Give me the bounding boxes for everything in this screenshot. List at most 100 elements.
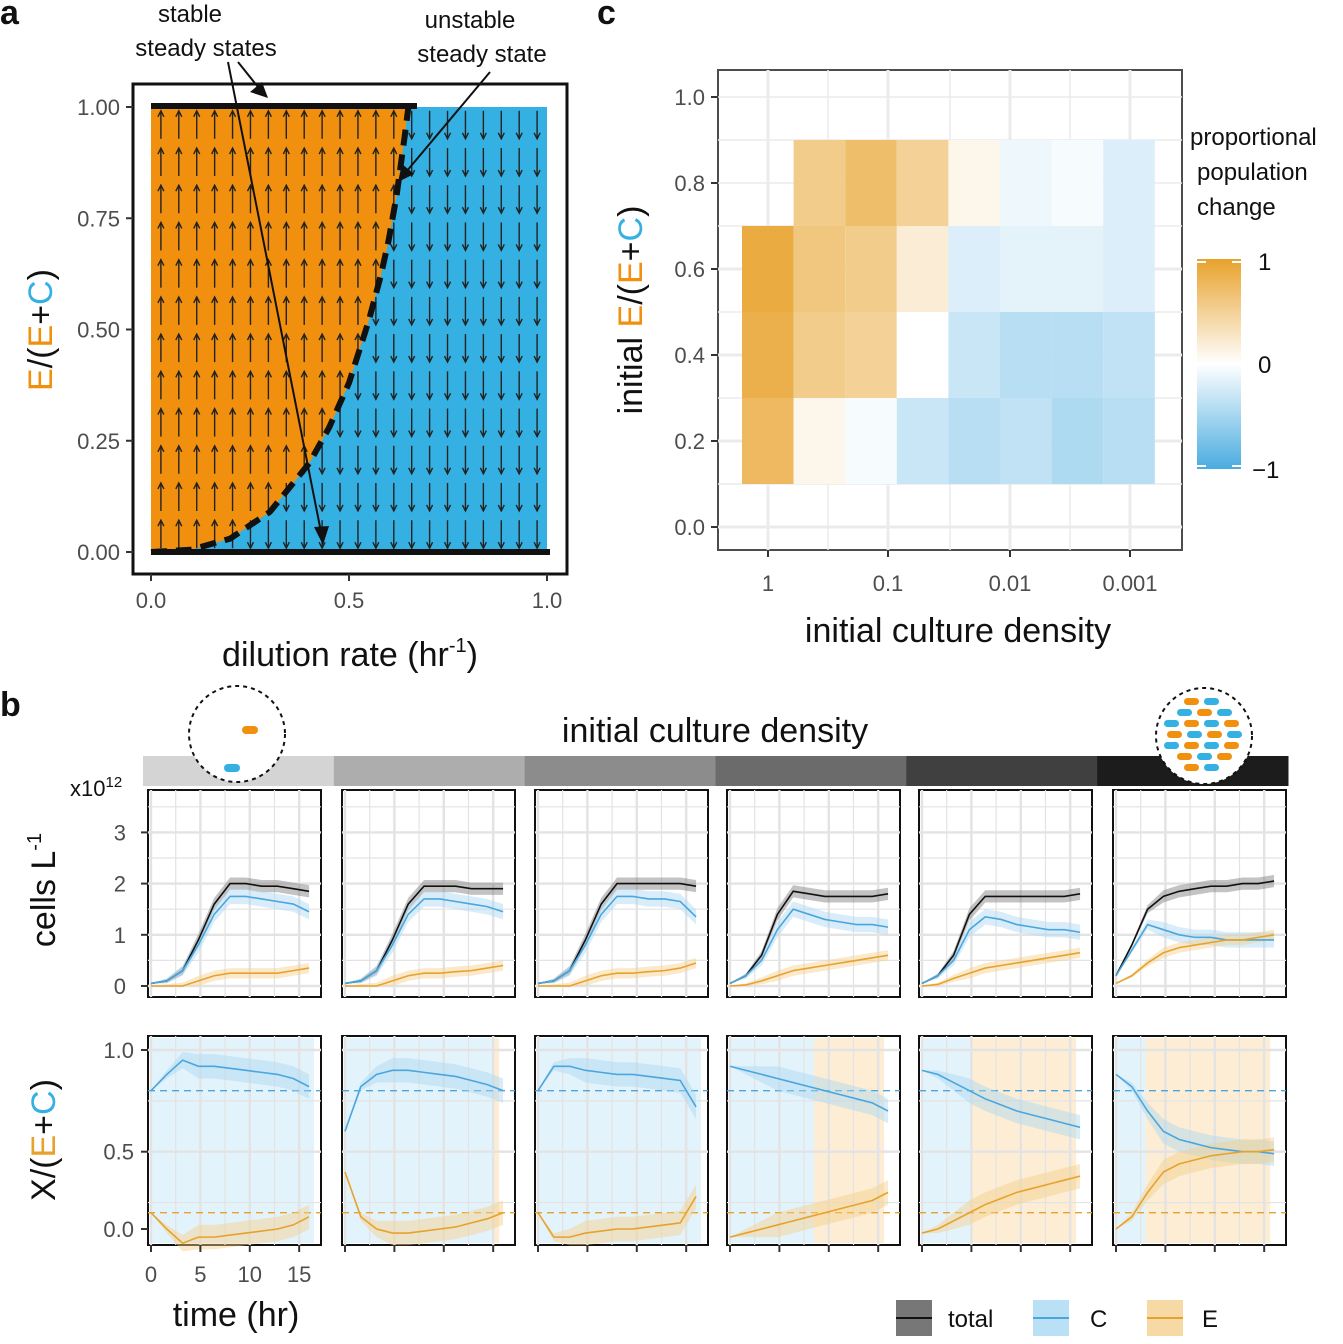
- ci-band: [730, 1066, 889, 1124]
- heatmap-cell: [948, 312, 1000, 398]
- flow-arrow-head: [461, 467, 470, 476]
- high-density-cell: [1217, 709, 1232, 716]
- flow-arrow-head: [246, 295, 255, 304]
- flow-arrow-head: [425, 318, 434, 327]
- flow-arrow-head: [497, 393, 505, 401]
- flow-arrow-head: [497, 206, 505, 215]
- legend-E: E: [1202, 1306, 1218, 1333]
- x-tick-label: 10: [238, 1262, 262, 1287]
- E-line: [345, 964, 504, 987]
- E-fraction-line: [344, 1171, 504, 1234]
- flow-arrow-head: [515, 132, 523, 141]
- flow-arrow-head: [479, 541, 487, 550]
- flow-arrow-head: [193, 406, 201, 415]
- facet-top: [726, 789, 901, 998]
- flow-arrow-head: [282, 332, 290, 341]
- y-tick-label: 0.75: [77, 206, 120, 231]
- flow-arrow-head: [264, 258, 273, 266]
- flow-arrow-head: [228, 109, 237, 118]
- high-density-cell: [1187, 731, 1202, 738]
- flow-arrow-head: [425, 504, 434, 513]
- ci-band: [538, 888, 697, 984]
- flow-arrow-head: [497, 355, 505, 364]
- flow-arrow-head: [193, 183, 201, 192]
- flow-arrow-head: [264, 406, 273, 415]
- flow-arrow-head: [282, 444, 290, 453]
- total-line: [729, 890, 889, 985]
- flow-arrow-head: [300, 220, 308, 229]
- flow-arrow-head: [408, 206, 416, 215]
- heatmap-cell: [1103, 398, 1155, 484]
- flow-arrow-head: [372, 183, 380, 192]
- panel-label-c: c: [597, 0, 616, 32]
- flow-arrow-head: [533, 206, 541, 215]
- flow-arrow-head: [461, 430, 470, 439]
- flow-arrow-head: [318, 183, 326, 192]
- heatmap-cell: [896, 398, 949, 484]
- flow-arrow-head: [354, 430, 362, 439]
- flow-arrow-head: [157, 183, 165, 192]
- C-fraction-line: [150, 1059, 310, 1092]
- high-density-cell: [1207, 731, 1222, 738]
- flow-arrow-head: [193, 258, 201, 266]
- flow-arrow-head: [264, 183, 273, 192]
- heatmap-cell: [1000, 140, 1052, 226]
- flow-arrow-head: [157, 332, 165, 341]
- flow-arrow-head: [282, 146, 290, 155]
- flow-arrow-head: [246, 332, 255, 341]
- flow-arrow-head: [515, 244, 523, 253]
- flow-arrow-head: [282, 541, 290, 550]
- high-density-cell: [1197, 753, 1212, 760]
- heatmap-cell: [845, 226, 897, 312]
- high-density-cell: [1217, 753, 1232, 760]
- flow-arrow-head: [211, 183, 219, 192]
- flow-arrow-head: [246, 220, 255, 229]
- stable-arrow-bottom: [227, 61, 322, 533]
- low-density-cell-E: [242, 726, 258, 734]
- ci-band: [345, 1172, 504, 1246]
- flow-arrow-head: [533, 244, 541, 253]
- flow-arrow-head: [354, 332, 362, 341]
- flow-arrow-head: [157, 109, 165, 118]
- flow-arrow-head: [318, 369, 326, 378]
- y-tick-label: 0.6: [674, 257, 705, 282]
- flow-arrow-head: [336, 504, 344, 513]
- flow-arrow-head: [175, 109, 183, 118]
- flow-arrow-head: [497, 318, 505, 327]
- flow-arrow-head: [354, 109, 362, 118]
- flow-arrow-head: [175, 444, 183, 453]
- E-line: [921, 951, 1081, 987]
- flow-arrow-head: [354, 393, 362, 401]
- flow-arrow-head: [443, 393, 452, 401]
- flow-arrow-head: [443, 132, 452, 141]
- flow-arrow-head: [408, 467, 416, 476]
- stable-label-1: stable: [158, 1, 222, 28]
- flow-arrow-head: [479, 318, 487, 327]
- heatmap-cell: [896, 312, 949, 398]
- flow-arrow-head: [425, 467, 434, 476]
- high-density-cells: [1164, 698, 1242, 771]
- flow-arrow-head: [497, 504, 505, 513]
- flow-arrow-head: [228, 146, 237, 155]
- panel-a-y-ticks: 0.00 0.25 0.50 0.75 1.00: [77, 95, 133, 565]
- flow-arrow-head: [318, 504, 326, 513]
- flow-arrow-head: [443, 281, 452, 290]
- flow-arrow-head: [461, 318, 470, 327]
- flow-arrow-head: [157, 258, 165, 266]
- flow-arrow-head: [408, 132, 416, 141]
- heatmap-cell: [845, 398, 897, 484]
- x-tick-label: 0.5: [334, 588, 365, 613]
- bottom-y-tick-label: 0.0: [103, 1217, 134, 1242]
- E-fraction-line: [537, 1196, 697, 1238]
- heatmap-cell: [742, 398, 794, 484]
- legend-total: total: [948, 1306, 993, 1333]
- ci-band: [151, 888, 310, 984]
- total-line: [1115, 880, 1275, 977]
- top-y-tick-label: 2: [114, 872, 126, 897]
- flow-arrow-head: [157, 481, 165, 490]
- flow-arrow-head: [461, 132, 470, 141]
- flow-arrow-head: [479, 169, 487, 178]
- ci-band: [345, 891, 504, 984]
- heatmap-cell: [1051, 398, 1104, 484]
- flow-arrow-head: [211, 146, 219, 155]
